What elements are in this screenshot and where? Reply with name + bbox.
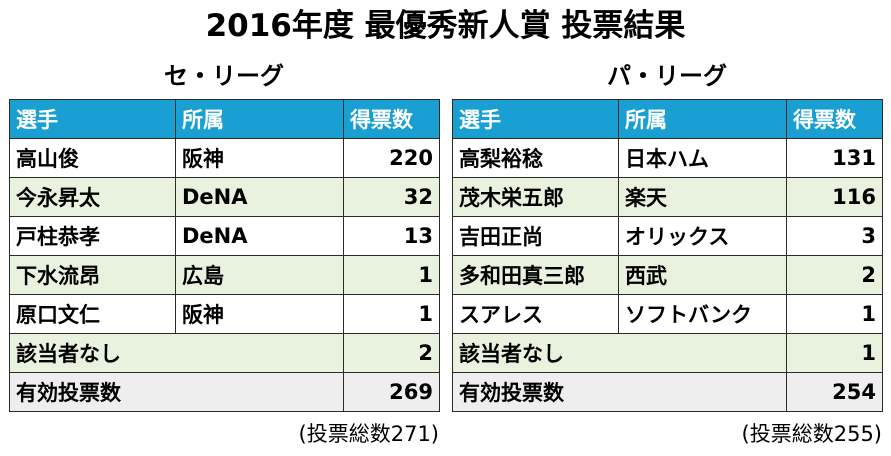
none-label: 該当者なし bbox=[9, 333, 344, 373]
central-league-heading: セ・リーグ bbox=[164, 62, 284, 90]
header-votes: 得票数 bbox=[786, 99, 883, 139]
valid-votes-row: 有効投票数 254 bbox=[452, 372, 883, 412]
player-cell: 吉田正尚 bbox=[452, 216, 619, 256]
votes-cell: 1 bbox=[786, 294, 883, 334]
pacific-league-heading: パ・リーグ bbox=[607, 62, 727, 90]
table-row: 戸柱恭孝 DeNA 13 bbox=[9, 216, 440, 256]
valid-votes-value: 254 bbox=[786, 372, 883, 412]
table-header-row: 選手 所属 得票数 bbox=[452, 99, 883, 139]
team-cell: 楽天 bbox=[618, 177, 787, 217]
valid-votes-label: 有効投票数 bbox=[452, 372, 787, 412]
votes-cell: 32 bbox=[343, 177, 440, 217]
votes-cell: 13 bbox=[343, 216, 440, 256]
valid-votes-row: 有効投票数 269 bbox=[9, 372, 440, 412]
player-cell: 多和田真三郎 bbox=[452, 255, 619, 295]
header-player: 選手 bbox=[452, 99, 619, 139]
player-cell: 戸柱恭孝 bbox=[9, 216, 176, 256]
none-votes: 1 bbox=[786, 333, 883, 373]
votes-cell: 1 bbox=[343, 255, 440, 295]
header-team: 所属 bbox=[618, 99, 787, 139]
player-cell: 高山俊 bbox=[9, 138, 176, 178]
votes-cell: 131 bbox=[786, 138, 883, 178]
header-player: 選手 bbox=[9, 99, 176, 139]
player-cell: 下水流昂 bbox=[9, 255, 176, 295]
team-cell: ソフトバンク bbox=[618, 294, 787, 334]
header-team: 所属 bbox=[175, 99, 344, 139]
votes-cell: 1 bbox=[343, 294, 440, 334]
team-cell: 阪神 bbox=[175, 294, 344, 334]
none-row: 該当者なし 1 bbox=[452, 333, 883, 373]
team-cell: 広島 bbox=[175, 255, 344, 295]
none-votes: 2 bbox=[343, 333, 440, 373]
player-cell: 高梨裕稔 bbox=[452, 138, 619, 178]
team-cell: DeNA bbox=[175, 177, 344, 217]
none-label: 該当者なし bbox=[452, 333, 787, 373]
page-title: 2016年度 最優秀新人賞 投票結果 bbox=[205, 8, 686, 44]
table-row: 高梨裕稔 日本ハム 131 bbox=[452, 138, 883, 178]
votes-cell: 2 bbox=[786, 255, 883, 295]
table-row: スアレス ソフトバンク 1 bbox=[452, 294, 883, 334]
none-row: 該当者なし 2 bbox=[9, 333, 440, 373]
central-league-table: 選手 所属 得票数 高山俊 阪神 220 今永昇太 DeNA 32 戸柱恭孝 D… bbox=[9, 99, 440, 412]
player-cell: 原口文仁 bbox=[9, 294, 176, 334]
pacific-league-table: 選手 所属 得票数 高梨裕稔 日本ハム 131 茂木栄五郎 楽天 116 吉田正… bbox=[452, 99, 883, 412]
votes-cell: 116 bbox=[786, 177, 883, 217]
votes-cell: 3 bbox=[786, 216, 883, 256]
table-row: 吉田正尚 オリックス 3 bbox=[452, 216, 883, 256]
player-cell: 茂木栄五郎 bbox=[452, 177, 619, 217]
table-header-row: 選手 所属 得票数 bbox=[9, 99, 440, 139]
player-cell: スアレス bbox=[452, 294, 619, 334]
table-row: 原口文仁 阪神 1 bbox=[9, 294, 440, 334]
team-cell: オリックス bbox=[618, 216, 787, 256]
table-row: 今永昇太 DeNA 32 bbox=[9, 177, 440, 217]
team-cell: 阪神 bbox=[175, 138, 344, 178]
table-row: 高山俊 阪神 220 bbox=[9, 138, 440, 178]
header-votes: 得票数 bbox=[343, 99, 440, 139]
player-cell: 今永昇太 bbox=[9, 177, 176, 217]
team-cell: 西武 bbox=[618, 255, 787, 295]
table-row: 多和田真三郎 西武 2 bbox=[452, 255, 883, 295]
valid-votes-value: 269 bbox=[343, 372, 440, 412]
central-total-note: (投票総数271) bbox=[298, 422, 439, 446]
team-cell: DeNA bbox=[175, 216, 344, 256]
valid-votes-label: 有効投票数 bbox=[9, 372, 344, 412]
table-row: 茂木栄五郎 楽天 116 bbox=[452, 177, 883, 217]
votes-cell: 220 bbox=[343, 138, 440, 178]
pacific-total-note: (投票総数255) bbox=[741, 422, 882, 446]
team-cell: 日本ハム bbox=[618, 138, 787, 178]
table-row: 下水流昂 広島 1 bbox=[9, 255, 440, 295]
